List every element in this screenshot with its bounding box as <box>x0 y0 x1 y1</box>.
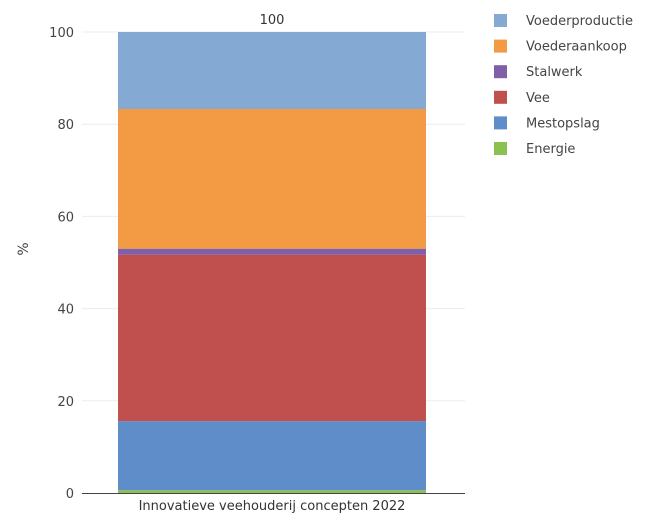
legend-swatch-stalwerk <box>494 65 507 79</box>
legend-label-vee: Vee <box>526 91 550 106</box>
legend-label-voederproductie: Voederproductie <box>526 14 633 29</box>
y-tick-label: 40 <box>57 303 74 318</box>
y-axis-ticks: 0 20 40 60 80 100 <box>49 26 74 502</box>
x-category-label: Innovatieve veehouderij concepten 2022 <box>139 499 406 514</box>
legend-swatch-vee <box>494 90 507 104</box>
y-tick-label: 20 <box>57 395 74 410</box>
y-axis-label: % <box>16 242 32 255</box>
legend: Voederproductie Voederaankoop Stalwerk Vee M… <box>494 14 633 157</box>
bar-total-label: 100 <box>260 13 285 28</box>
bar-total-labels: 100 <box>260 13 285 28</box>
legend-swatch-voederproductie <box>494 14 507 27</box>
bar-stack <box>118 32 426 493</box>
legend-label-energie: Energie <box>526 142 575 157</box>
y-tick-label: 80 <box>57 118 74 133</box>
y-tick-label: 100 <box>49 26 74 41</box>
legend-swatch-voederaankoop <box>494 39 507 53</box>
bar-segment-stalwerk <box>118 248 426 255</box>
bar-segment-vee <box>118 254 426 422</box>
y-tick-label: 60 <box>57 210 74 225</box>
bar-segment-mestopslag <box>118 421 426 491</box>
legend-label-stalwerk: Stalwerk <box>526 65 583 80</box>
legend-label-voederaankoop: Voederaankoop <box>526 40 627 55</box>
bar-segment-voederaankoop <box>118 108 426 249</box>
legend-swatch-energie <box>494 142 507 155</box>
bar-segment-voederproductie <box>118 32 426 109</box>
y-tick-label: 0 <box>66 487 74 502</box>
x-axis-categories: Innovatieve veehouderij concepten 2022 <box>139 499 406 514</box>
legend-label-mestopslag: Mestopslag <box>526 116 600 131</box>
bar-segment-energie <box>118 490 426 493</box>
legend-swatch-mestopslag <box>494 116 507 130</box>
